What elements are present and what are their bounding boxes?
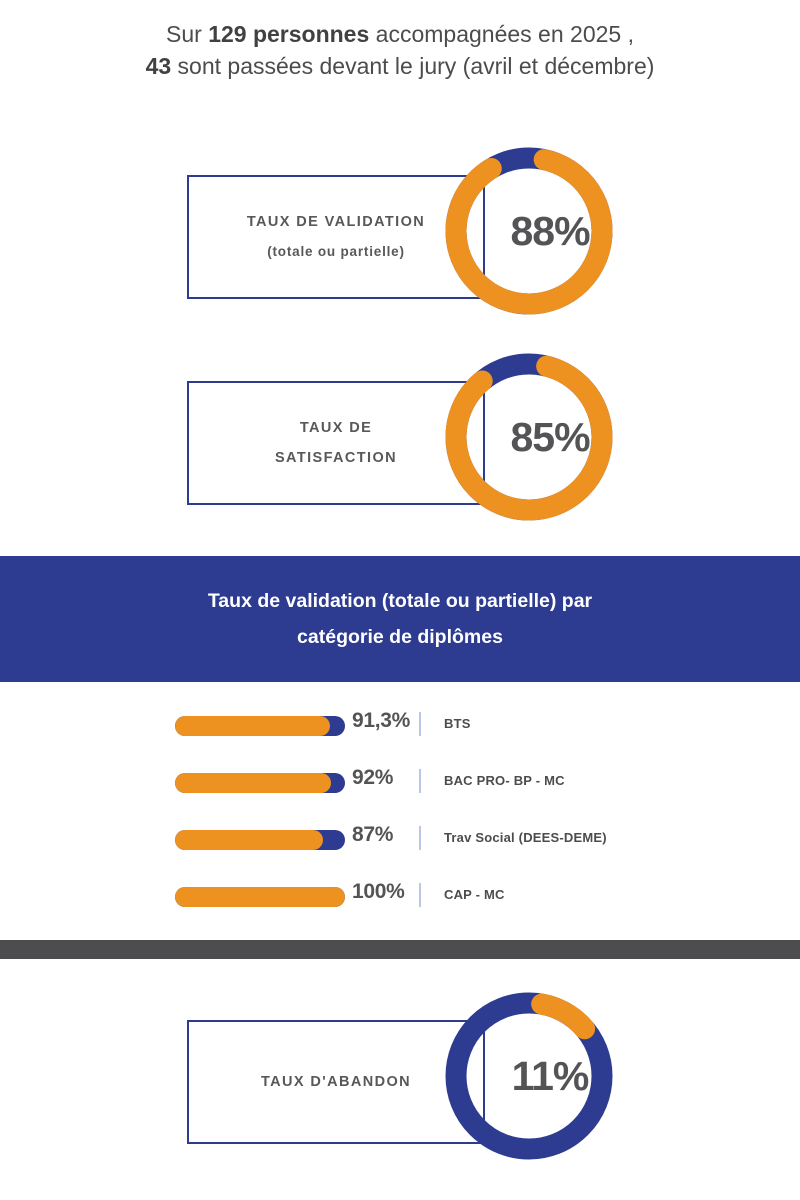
page-title-line1-strong: 129 personnes xyxy=(208,21,370,47)
kpi-satisfaction-label-primary: TAUX DE xyxy=(299,420,373,436)
bar-value: 92% xyxy=(352,766,394,789)
bar-label: Trav Social (DEES-DEME) xyxy=(444,830,607,845)
donut-chart-satisfaction xyxy=(443,351,615,523)
bar-separator xyxy=(419,883,421,907)
bar-row: 87% Trav Social (DEES-DEME) xyxy=(0,812,800,869)
banner-title: Taux de validation (totale ou partielle)… xyxy=(120,583,680,655)
bar-fill xyxy=(175,830,323,850)
donut-chart-abandon xyxy=(443,990,615,1162)
bar-chart-validation-par-diplome: 91,3% BTS 92% BAC PRO- BP - MC 87% Trav … xyxy=(0,698,800,926)
bar-track xyxy=(175,773,345,793)
page-title-line2-suffix: sont passées devant le jury (avril et dé… xyxy=(171,53,655,79)
bar-fill xyxy=(175,716,331,736)
bar-separator xyxy=(419,826,421,850)
kpi-abandon-value: 11% xyxy=(511,1052,590,1099)
page-title-line2-strong: 43 xyxy=(145,53,172,79)
bar-value: 87% xyxy=(352,823,394,846)
bar-row: 100% CAP - MC xyxy=(0,869,800,926)
section-banner-validation-par-diplome: Taux de validation (totale ou partielle)… xyxy=(0,556,800,682)
kpi-satisfaction-value: 85% xyxy=(510,413,590,460)
kpi-taux-d-abandon: TAUX D'ABANDON 11% xyxy=(0,990,800,1190)
page-title-line1-prefix: Sur xyxy=(166,21,209,47)
banner-title-line-1: Taux de validation (totale ou partielle)… xyxy=(207,590,593,612)
bar-row: 92% BAC PRO- BP - MC xyxy=(0,755,800,812)
bar-track xyxy=(175,716,345,736)
bar-fill xyxy=(175,773,332,793)
kpi-satisfaction-label-secondary: SATISFACTION xyxy=(274,450,398,466)
page-title-line-1: Sur 129 personnes accompagnées en 2025 , xyxy=(0,18,800,50)
bar-fill xyxy=(175,887,345,907)
page-title-line-2: 43 sont passées devant le jury (avril et… xyxy=(0,50,800,82)
bar-track xyxy=(175,887,345,907)
banner-title-line-2: catégorie de diplômes xyxy=(297,626,503,648)
bar-value: 91,3% xyxy=(352,709,411,732)
bar-label: BAC PRO- BP - MC xyxy=(444,773,565,788)
bar-value: 100% xyxy=(352,880,405,903)
bar-track xyxy=(175,830,345,850)
kpi-validation-label-primary: TAUX DE VALIDATION xyxy=(246,214,426,230)
bar-label: CAP - MC xyxy=(444,887,505,902)
kpi-validation-label-secondary: (totale ou partielle) xyxy=(267,244,405,259)
kpi-validation-value: 88% xyxy=(510,207,590,254)
kpi-satisfaction-box: TAUX DE SATISFACTION xyxy=(187,381,485,505)
kpi-validation-box: TAUX DE VALIDATION (totale ou partielle) xyxy=(187,175,485,299)
bar-label: BTS xyxy=(444,716,471,731)
page-title: Sur 129 personnes accompagnées en 2025 ,… xyxy=(0,18,800,82)
bar-separator xyxy=(419,712,421,736)
donut-chart-validation xyxy=(443,145,615,317)
kpi-taux-de-validation: TAUX DE VALIDATION (totale ou partielle)… xyxy=(0,145,800,345)
kpi-taux-de-satisfaction: TAUX DE SATISFACTION 85% xyxy=(0,351,800,551)
section-divider xyxy=(0,940,800,959)
kpi-abandon-box: TAUX D'ABANDON xyxy=(187,1020,485,1144)
page-title-line1-suffix: accompagnées en 2025 , xyxy=(369,21,634,47)
bar-row: 91,3% BTS xyxy=(0,698,800,755)
bar-separator xyxy=(419,769,421,793)
kpi-abandon-label-primary: TAUX D'ABANDON xyxy=(260,1074,412,1090)
